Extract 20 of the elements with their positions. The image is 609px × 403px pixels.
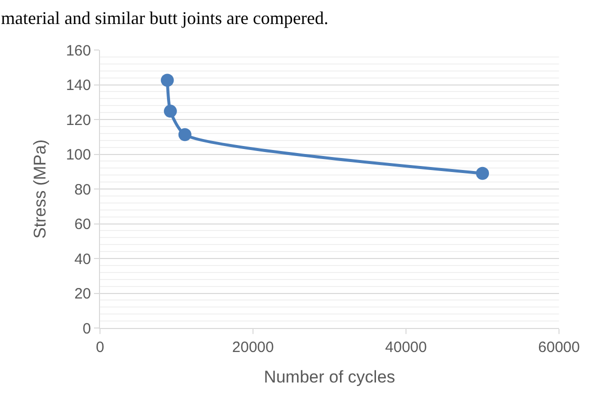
y-tick-label: 60 bbox=[74, 216, 91, 233]
text: material and similar butt joints are compered. bbox=[1, 8, 328, 28]
point bbox=[160, 74, 174, 87]
point bbox=[178, 128, 192, 142]
x-tick-label: 0 bbox=[96, 339, 104, 356]
y-tick-label: 80 bbox=[74, 181, 91, 198]
point bbox=[164, 104, 177, 118]
point bbox=[476, 166, 489, 180]
y-tick-label: 120 bbox=[66, 112, 91, 129]
x-tick-label: 60000 bbox=[538, 339, 580, 356]
y-tick-label: 160 bbox=[66, 42, 91, 60]
y-tick-label: 20 bbox=[74, 286, 91, 302]
y-tick-label: 140 bbox=[66, 77, 91, 94]
x-tick-label: 20000 bbox=[232, 339, 274, 356]
y-tick-label: 100 bbox=[66, 146, 91, 164]
y-axis-title: Stress (MPa) bbox=[30, 139, 50, 239]
x-axis-title: Number of cycles bbox=[264, 367, 396, 386]
y-tick-label: 0 bbox=[82, 320, 91, 338]
x-tick-label: 40000 bbox=[385, 339, 427, 356]
y-tick-label: 40 bbox=[74, 250, 91, 268]
